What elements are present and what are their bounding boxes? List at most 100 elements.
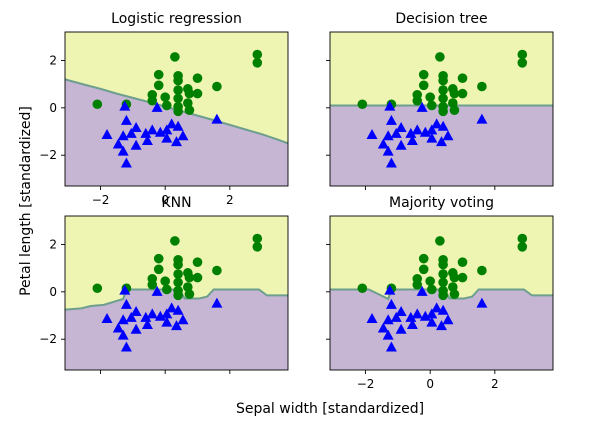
data-point-circle [427,100,437,111]
data-point-circle [457,73,468,83]
data-point-circle [173,106,183,117]
data-point-circle [427,284,437,295]
data-point-circle [418,264,429,275]
data-point-triangle [366,129,378,140]
data-point-circle [435,52,445,62]
data-point-circle [160,276,170,286]
data-point-circle [252,49,263,60]
panel-title: Majority voting [389,195,494,211]
data-point-circle [418,69,429,80]
data-point-circle [252,58,263,68]
data-point-circle [517,58,528,68]
axes-frame [329,31,554,187]
data-point-triangle [166,118,178,129]
y-tick-label: −2 [39,332,57,346]
data-point-triangle [437,304,449,315]
x-tick-label: 2 [491,377,499,391]
data-point-circle [184,105,195,115]
data-point-triangle [141,318,153,329]
data-point-circle [173,85,183,95]
lower-decision-region [65,79,288,186]
data-point-circle [438,259,448,270]
data-point-triangle [431,118,443,129]
data-point-triangle [146,308,158,319]
data-point-circle [357,99,368,110]
data-point-circle [192,272,203,283]
panel-1: Logistic regression −2 0 2 2 0 −2 [39,11,289,207]
data-point-triangle [130,305,142,316]
data-point-triangle [416,101,428,112]
data-point-triangle [177,130,189,141]
y-tick-label: 2 [49,53,57,67]
data-point-circle [173,277,183,288]
data-point-circle [170,236,180,246]
data-point-triangle [406,318,418,329]
data-point-triangle [211,113,223,124]
data-point-circle [457,257,468,268]
panel-title: Logistic regression [111,11,242,27]
data-point-triangle [366,313,378,324]
data-point-triangle [177,314,189,325]
data-point-triangle [140,127,152,138]
y-tick-label: 0 [49,285,57,299]
data-point-circle [449,289,460,299]
data-point-circle [425,276,435,286]
data-point-circle [517,242,528,252]
y-tick-label: −2 [39,148,57,162]
data-point-triangle [161,124,173,135]
data-point-triangle [130,121,142,132]
data-point-circle [192,257,203,268]
data-point-circle [457,88,468,99]
data-point-triangle [406,134,418,145]
decision-boundary-line [330,288,553,301]
data-point-triangle [442,130,454,141]
y-axis-label: Petal length [standardized] [18,106,34,296]
y-tick-label: 0 [49,101,57,115]
data-point-triangle [151,101,163,112]
data-point-triangle [385,341,397,352]
data-point-triangle [140,311,152,322]
data-point-triangle [385,157,397,168]
data-point-circle [184,272,195,283]
axes-frame [329,215,554,371]
data-point-circle [449,272,460,283]
data-point-triangle [436,320,447,331]
data-point-triangle [426,316,438,327]
data-point-circle [438,75,448,86]
data-point-triangle [395,139,407,150]
axes-frame [64,31,289,187]
data-point-triangle [411,124,423,135]
data-point-triangle [385,114,397,125]
data-point-triangle [377,322,389,333]
data-point-circle [92,283,103,294]
data-point-triangle [117,329,129,340]
data-point-circle [438,85,448,95]
panel-title: KNN [161,195,191,211]
data-point-circle [153,253,164,264]
data-point-triangle [442,314,454,325]
panel-title: Decision tree [395,11,487,27]
data-point-circle [517,49,528,60]
data-point-triangle [101,129,113,140]
data-point-triangle [146,124,158,135]
data-point-triangle [382,145,394,156]
data-point-triangle [211,297,223,308]
data-point-triangle [426,308,438,319]
data-point-triangle [130,323,142,334]
data-point-triangle [426,124,438,135]
data-point-circle [438,277,448,288]
data-point-circle [457,272,468,283]
data-point-triangle [125,127,137,138]
data-point-circle [412,273,423,284]
data-point-triangle [390,311,402,322]
data-point-triangle [384,284,396,295]
data-point-triangle [120,341,132,352]
data-point-triangle [161,316,173,327]
data-point-circle [153,264,164,275]
data-point-circle [252,233,263,244]
data-point-triangle [382,329,394,340]
data-point-circle [418,80,429,91]
data-point-circle [153,80,164,91]
data-point-circle [517,233,528,244]
data-point-circle [412,89,423,100]
